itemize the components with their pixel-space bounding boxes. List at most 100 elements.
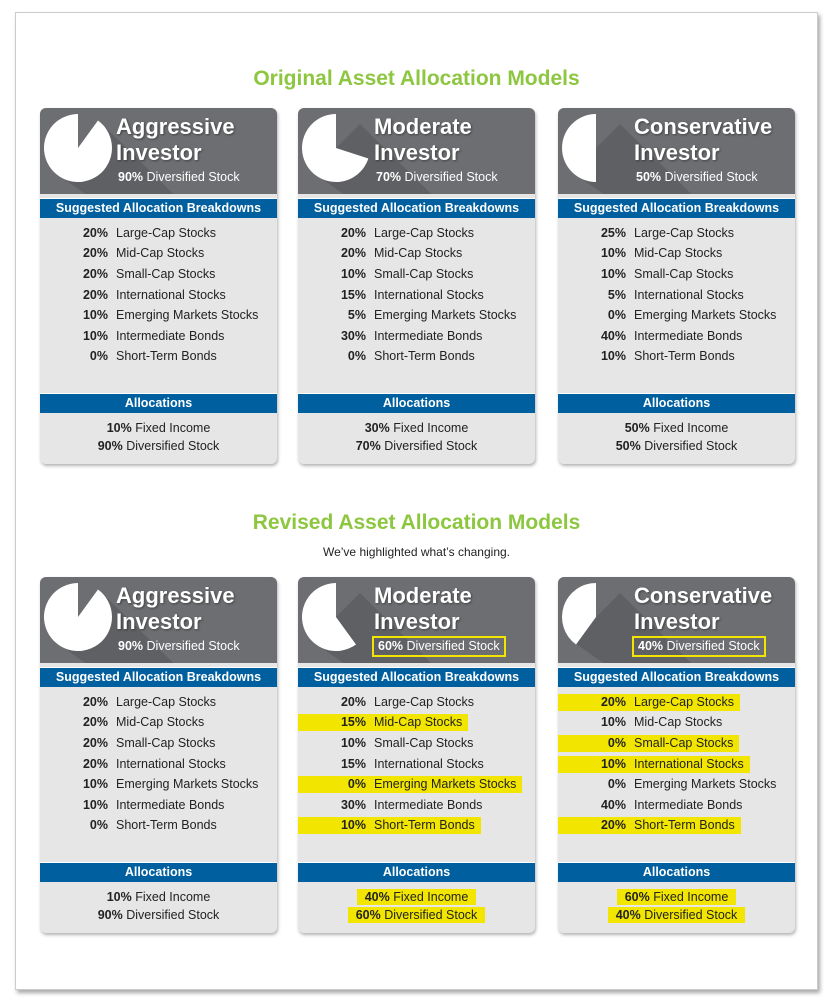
list-item-content: 10% Emerging Markets Stocks: [40, 307, 264, 324]
list-item-pct: 10%: [600, 715, 626, 730]
list-item-label: Intermediate Bonds: [374, 328, 483, 343]
list-item-pct: 5%: [607, 287, 626, 302]
list-item-pct: 20%: [82, 246, 108, 261]
list-item: 5% International Stocks: [558, 285, 795, 306]
list-item-label: Emerging Markets Stocks: [116, 308, 259, 323]
list-item: 5% Emerging Markets Stocks: [298, 305, 535, 326]
investor-name: Conservative Investor: [634, 114, 772, 166]
allocation-item: 50% Fixed Income: [558, 419, 795, 437]
list-item-content: 20% International Stocks: [40, 287, 232, 304]
allocations-header: Allocations: [40, 393, 277, 413]
list-item-pct: 20%: [82, 266, 108, 281]
pie-slice-stock: [44, 583, 112, 651]
list-item-pct: 0%: [89, 818, 108, 833]
stock-pct: 90%: [118, 170, 144, 184]
list-item-content: 10% Small-Cap Stocks: [298, 735, 479, 752]
list-item: 15% International Stocks: [298, 285, 535, 306]
allocation-pct: 60%: [624, 890, 650, 904]
investor-name-line1: Moderate: [374, 583, 472, 608]
allocation-item: 10% Fixed Income: [40, 888, 277, 906]
list-item-pct: 20%: [340, 225, 366, 240]
pie-chart-icon: [44, 114, 174, 194]
list-item: 10% Short-Term Bonds: [298, 816, 535, 837]
list-item-content: 10% Short-Term Bonds: [298, 817, 481, 835]
list-item-pct: 20%: [600, 818, 626, 833]
investor-card: Aggressive Investor 90% Diversified Stock S…: [40, 577, 277, 933]
list-item-label: International Stocks: [374, 756, 484, 771]
list-item: 0% Emerging Markets Stocks: [558, 305, 795, 326]
list-item-label: Intermediate Bonds: [634, 328, 743, 343]
list-item: 20% International Stocks: [40, 285, 277, 306]
allocation-item: 70% Diversified Stock: [298, 437, 535, 455]
allocation-pct: 40%: [364, 890, 390, 904]
list-item-label: Small-Cap Stocks: [116, 266, 216, 281]
allocation-content: 50% Fixed Income: [617, 420, 737, 436]
list-item-content: 0% Small-Cap Stocks: [558, 734, 740, 752]
list-item: 0% Small-Cap Stocks: [558, 733, 795, 754]
section-subtitle: We’ve highlighted what’s changing.: [322, 545, 510, 559]
list-item: 20% Large-Cap Stocks: [40, 223, 277, 244]
allocation-pct: 10%: [106, 890, 132, 904]
list-item-pct: 10%: [340, 266, 366, 281]
list-item: 0% Emerging Markets Stocks: [558, 774, 795, 795]
list-item-content: 5% Emerging Markets Stocks: [298, 307, 522, 324]
list-item-pct: 15%: [340, 715, 366, 730]
investor-name-line2: Investor: [116, 140, 202, 165]
list-item-label: Intermediate Bonds: [374, 797, 483, 812]
list-item-pct: 10%: [340, 735, 366, 750]
list-item: 10% Small-Cap Stocks: [298, 733, 535, 754]
list-item: 40% Intermediate Bonds: [558, 326, 795, 347]
list-item-label: Small-Cap Stocks: [634, 266, 734, 281]
list-item: 20% Short-Term Bonds: [558, 816, 795, 837]
investor-card: Moderate Investor 70% Diversified Stock Sug…: [298, 108, 535, 464]
stock-summary: 60% Diversified Stock: [372, 636, 506, 657]
card-header: Conservative Investor 50% Diversified Stoc…: [558, 108, 795, 194]
list-item-label: Short-Term Bonds: [634, 818, 735, 833]
allocation-pct: 60%: [355, 908, 381, 922]
allocation-label: Diversified Stock: [126, 439, 220, 453]
list-item-label: Large-Cap Stocks: [374, 225, 475, 240]
list-item-label: Intermediate Bonds: [116, 328, 225, 343]
allocation-content: 40% Diversified Stock: [607, 907, 746, 923]
list-item: 20% Large-Cap Stocks: [298, 692, 535, 713]
list-item-content: 10% Mid-Cap Stocks: [558, 714, 728, 731]
allocation-content: 30% Fixed Income: [357, 420, 477, 436]
list-item: 10% Mid-Cap Stocks: [558, 713, 795, 734]
breakdown-list: 20% Large-Cap Stocks 20% Mid-Cap Stocks 10% S…: [298, 218, 535, 389]
list-item-content: 10% Small-Cap Stocks: [558, 266, 739, 283]
list-item-label: Small-Cap Stocks: [374, 735, 474, 750]
allocation-pct: 50%: [624, 421, 650, 435]
investor-name-line2: Investor: [634, 609, 720, 634]
stock-label: Diversified Stock: [664, 170, 758, 184]
allocation-pct: 70%: [355, 439, 381, 453]
list-item-content: 10% Short-Term Bonds: [558, 348, 741, 365]
list-item-pct: 0%: [607, 777, 626, 792]
list-item: 20% Small-Cap Stocks: [40, 264, 277, 285]
allocation-label: Fixed Income: [393, 890, 469, 904]
allocation-pct: 90%: [97, 908, 123, 922]
pie-shadow: [572, 124, 692, 194]
list-item-label: Short-Term Bonds: [116, 349, 217, 364]
list-item-label: Emerging Markets Stocks: [374, 777, 517, 792]
allocation-item: 40% Diversified Stock: [558, 906, 795, 924]
allocations-header: Allocations: [558, 862, 795, 882]
list-item-label: Short-Term Bonds: [374, 349, 475, 364]
pie-slice-stock: [562, 583, 596, 645]
allocation-item: 30% Fixed Income: [298, 419, 535, 437]
list-item-content: 30% Intermediate Bonds: [298, 328, 488, 345]
list-item: 10% Small-Cap Stocks: [298, 264, 535, 285]
stock-summary: 90% Diversified Stock: [114, 638, 244, 655]
list-item-pct: 0%: [347, 777, 366, 792]
allocation-item: 60% Fixed Income: [558, 888, 795, 906]
list-item-content: 20% Large-Cap Stocks: [298, 225, 480, 242]
allocation-item: 60% Diversified Stock: [298, 906, 535, 924]
list-item-pct: 10%: [600, 349, 626, 364]
card-header: Aggressive Investor 90% Diversified Stock: [40, 108, 277, 194]
pie-chart-icon: [302, 583, 432, 663]
list-item-label: Emerging Markets Stocks: [634, 308, 777, 323]
list-item-pct: 10%: [82, 328, 108, 343]
stock-pct: 40%: [638, 639, 664, 653]
list-item-content: 10% Intermediate Bonds: [40, 797, 230, 814]
list-item-label: Short-Term Bonds: [374, 818, 475, 833]
list-item-pct: 5%: [347, 308, 366, 323]
